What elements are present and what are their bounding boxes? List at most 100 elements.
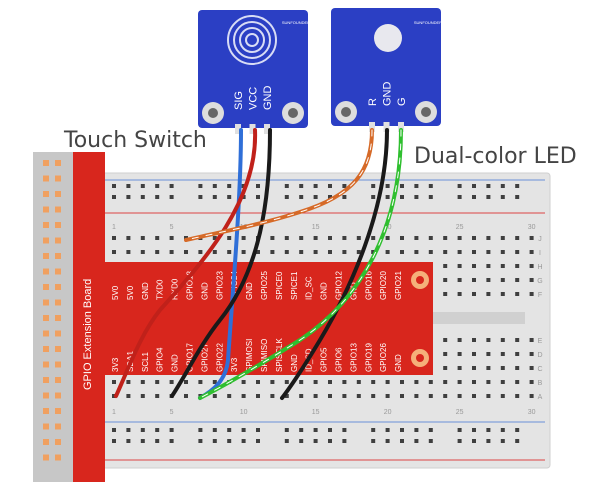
gpio-header-pins	[43, 160, 61, 461]
board-pin-label: GPIO16	[364, 271, 373, 300]
touch-mount-hole-right-inner	[288, 108, 298, 118]
breadboard-hole	[198, 380, 203, 384]
gpio-header-strip	[33, 152, 73, 482]
breadboard-hole	[155, 236, 160, 240]
breadboard-hole	[241, 380, 246, 384]
header-pin	[55, 346, 61, 352]
header-pin	[55, 330, 61, 337]
extension-board-label: GPIO Extension Board	[82, 279, 94, 390]
breadboard-hole	[126, 236, 131, 240]
led-mount-hole-right-inner	[421, 107, 431, 117]
rail-hole	[371, 439, 376, 443]
rail-hole	[212, 428, 217, 432]
module-pin-label: GND	[382, 82, 394, 107]
rail-hole	[169, 184, 174, 188]
breadboard-hole	[284, 380, 289, 384]
rail-hole	[400, 439, 404, 443]
breadboard-hole	[270, 250, 275, 254]
rail-hole	[169, 195, 174, 199]
rail-hole	[112, 428, 116, 432]
rail-hole	[299, 184, 304, 188]
rail-hole	[227, 428, 232, 432]
header-pin	[43, 408, 49, 414]
breadboard-hole	[284, 250, 289, 254]
breadboard-hole	[472, 352, 476, 356]
breadboard-hole	[212, 380, 217, 384]
breadboard-hole	[212, 236, 217, 240]
rail-hole	[256, 195, 260, 199]
header-pin	[55, 423, 61, 430]
board-pin-label: GPIO21	[394, 271, 403, 300]
header-pin	[43, 160, 49, 166]
breadboard-hole	[500, 338, 505, 342]
led-module-brand: SUNFOUNDER	[414, 20, 442, 25]
column-number: 1	[112, 409, 116, 416]
rail-hole	[140, 195, 145, 199]
breadboard-hole	[140, 250, 145, 254]
breadboard-hole	[443, 292, 448, 296]
header-pin	[55, 408, 61, 414]
board-pin-label: GND	[200, 282, 209, 300]
board-pin-label: GPIO19	[364, 343, 373, 372]
breadboard-hole	[486, 338, 491, 342]
board-pin-label: RXD0	[171, 278, 180, 300]
breadboard-hole	[212, 250, 217, 254]
breadboard-hole	[371, 380, 376, 384]
breadboard-hole	[342, 250, 347, 254]
breadboard-hole	[457, 278, 462, 282]
rail-hole	[198, 428, 203, 432]
breadboard-hole	[500, 380, 505, 384]
rail-hole	[169, 428, 174, 432]
board-pin-label: GPIO22	[215, 343, 224, 372]
row-letter: C	[537, 366, 542, 373]
board-pin-label: GPIO5	[320, 347, 329, 372]
breadboard-hole	[270, 380, 275, 384]
rail-hole	[385, 428, 390, 432]
module-pin-stub	[369, 122, 375, 132]
breadboard-hole	[486, 352, 491, 356]
rail-hole	[457, 184, 462, 188]
touch-pad-ring-1	[227, 15, 277, 65]
breadboard-hole	[472, 366, 476, 370]
column-number: 30	[528, 409, 536, 416]
breadboard-hole	[443, 366, 448, 370]
breadboard-hole	[342, 380, 347, 384]
module-pin-label: GND	[262, 86, 274, 111]
rail-hole	[155, 439, 160, 443]
header-pin	[43, 191, 49, 197]
board-pin-label: ID_SC	[305, 276, 314, 300]
breadboard-hole	[169, 250, 174, 254]
breadboard-hole	[155, 380, 160, 384]
rail-hole	[328, 428, 332, 432]
breadboard-hole	[356, 394, 361, 398]
breadboard-hole	[515, 236, 520, 240]
breadboard-hole	[385, 394, 390, 398]
breadboard-hole	[169, 236, 174, 240]
rail-hole	[414, 439, 419, 443]
row-letter: G	[537, 278, 542, 285]
rail-hole	[400, 184, 404, 188]
rail-hole	[428, 195, 433, 199]
touch-module-brand: SUNFOUNDER	[282, 20, 310, 25]
module-pin-label: SIG	[233, 91, 245, 110]
breadboard-hole	[385, 236, 390, 240]
module-pin-stub	[249, 124, 256, 134]
header-pin	[43, 454, 49, 461]
breadboard-hole	[443, 236, 448, 240]
header-pin	[43, 268, 49, 275]
breadboard-hole	[457, 292, 462, 296]
header-pin	[55, 439, 61, 445]
breadboard-hole	[500, 264, 505, 268]
rail-hole	[486, 428, 491, 432]
header-pin	[55, 361, 61, 368]
breadboard-hole	[227, 394, 232, 398]
rail-hole	[385, 195, 390, 199]
rail-hole	[428, 439, 433, 443]
breadboard-hole	[227, 236, 232, 240]
rail-hole	[256, 428, 260, 432]
board-pin-label: SPICE0	[275, 271, 284, 300]
header-pin	[55, 284, 61, 290]
board-pin-label: 5V0	[126, 285, 135, 300]
rail-hole	[169, 439, 174, 443]
rail-hole	[472, 439, 476, 443]
